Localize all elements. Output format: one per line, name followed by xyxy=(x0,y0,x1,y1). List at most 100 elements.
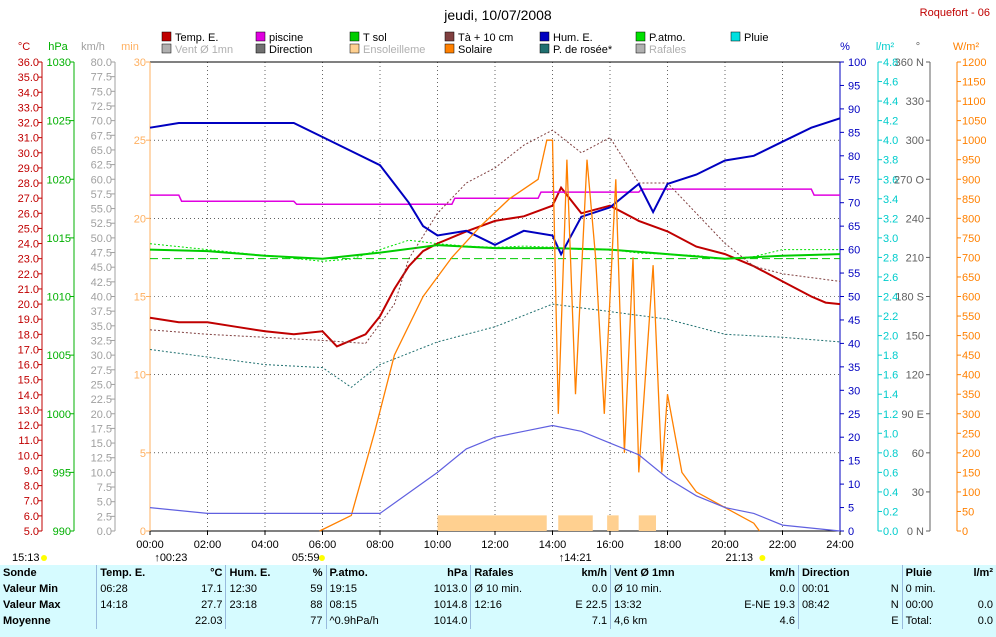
cell: N xyxy=(890,599,899,611)
time-label: 16:00 xyxy=(596,539,624,551)
tick-label-kmh: 35.0 xyxy=(91,321,112,333)
hdr-rafales: Rafales xyxy=(470,565,553,581)
tick-label-pct: 85 xyxy=(848,127,860,139)
hdr-vent: Vent Ø 1mn xyxy=(610,565,712,581)
cell: 4.6 xyxy=(779,615,795,627)
tick-label-lm2: 0.8 xyxy=(883,448,898,460)
tick-label-pct: 75 xyxy=(848,174,860,186)
tick-label-wm2: 300 xyxy=(962,409,980,421)
legend-swatch xyxy=(255,31,266,42)
legend-swatch xyxy=(255,43,266,54)
tick-label-temp: 13.0 xyxy=(18,405,39,417)
tick-label-wm2: 750 xyxy=(962,233,980,245)
tick-label-temp: 33.0 xyxy=(18,102,39,114)
tick-label-pct: 15 xyxy=(848,456,860,468)
tick-label-wm2: 0 xyxy=(962,526,968,538)
legend-label: Pluie xyxy=(744,32,768,44)
row-label: Moyenne xyxy=(3,615,51,627)
tick-label-temp: 35.0 xyxy=(18,72,39,84)
tick-label-deg: 30 xyxy=(912,487,924,499)
tick-label-hpa: 1005 xyxy=(47,350,71,362)
legend-label: Solaire xyxy=(458,44,492,56)
sunrise-label: 05:59 xyxy=(292,552,320,564)
tick-label-lm2: 1.0 xyxy=(883,428,898,440)
tick-label-pct: 60 xyxy=(848,245,860,257)
cell: 59 xyxy=(310,583,323,595)
tick-label-temp: 28.0 xyxy=(18,178,39,190)
sun-marker-label: ↑00:23 xyxy=(154,552,187,564)
cell: N xyxy=(890,583,899,595)
sunshine-bar xyxy=(437,515,547,531)
legend-label: piscine xyxy=(269,32,303,44)
cell: 23:18 xyxy=(225,597,298,613)
cell: 0.0 xyxy=(591,583,608,595)
legend-swatch xyxy=(444,31,455,42)
cell: Ø 10 min. xyxy=(470,581,553,597)
tick-label-wm2: 950 xyxy=(962,155,980,167)
legend-label: P. de rosée* xyxy=(553,44,613,56)
cell: 06:28 xyxy=(96,581,175,597)
tick-label-deg: 240 xyxy=(906,213,924,225)
tick-label-pct: 30 xyxy=(848,385,860,397)
tick-label-wm2: 200 xyxy=(962,448,980,460)
tick-label-kmh: 25.0 xyxy=(91,379,112,391)
tick-label-wm2: 850 xyxy=(962,194,980,206)
tick-label-temp: 20.0 xyxy=(18,299,39,311)
hdr-direction-unit xyxy=(880,565,902,581)
solar-noon-label: ↑14:21 xyxy=(559,552,592,564)
tick-label-kmh: 50.0 xyxy=(91,233,112,245)
tick-label-hpa: 1020 xyxy=(47,174,71,186)
legend-swatch xyxy=(730,31,741,42)
series-line xyxy=(149,303,841,388)
time-label: 22:00 xyxy=(769,539,797,551)
time-label: 10:00 xyxy=(424,539,452,551)
axis-unit-temp: °C xyxy=(18,41,30,53)
tick-label-pct: 20 xyxy=(848,432,860,444)
tick-label-deg: 330 xyxy=(906,96,924,108)
tick-label-deg: 360 N xyxy=(895,57,924,69)
station-name: Roquefort - 06 xyxy=(920,7,990,19)
tick-label-kmh: 62.5 xyxy=(91,160,112,172)
tick-label-kmh: 12.5 xyxy=(91,453,112,465)
axis-unit-pct: % xyxy=(840,41,850,53)
sunshine-bar xyxy=(558,515,593,531)
cell: 1014.0 xyxy=(433,615,468,627)
tick-label-pct: 55 xyxy=(848,268,860,280)
axis-unit-deg: ° xyxy=(916,41,920,53)
tick-label-temp: 26.0 xyxy=(18,208,39,220)
cell xyxy=(797,613,881,629)
tick-label-temp: 32.0 xyxy=(18,118,39,130)
tick-label-temp: 29.0 xyxy=(18,163,39,175)
tick-label-deg: 150 xyxy=(906,331,924,343)
tick-label-hpa: 1000 xyxy=(47,409,71,421)
weather-chart: jeudi, 10/07/2008 Roquefort - 06 Temp. E. p… xyxy=(12,7,990,564)
time-label: 14:00 xyxy=(539,539,567,551)
table-row-min: Valeur Min 06:28 17.1 12:30 59 19:15 101… xyxy=(0,581,996,597)
tick-label-hpa: 1010 xyxy=(47,292,71,304)
tick-label-min: 5 xyxy=(140,448,146,460)
tick-label-wm2: 900 xyxy=(962,174,980,186)
tick-label-kmh: 72.5 xyxy=(91,101,112,113)
tick-label-kmh: 40.0 xyxy=(91,292,112,304)
cell: Ø 10 min. xyxy=(610,581,712,597)
legend-label: P.atmo. xyxy=(649,32,686,44)
cell: 7.1 xyxy=(591,615,608,627)
hdr-direction: Direction xyxy=(797,565,881,581)
cell xyxy=(470,613,553,629)
cell: 88 xyxy=(310,599,323,611)
tick-label-kmh: 7.5 xyxy=(97,482,112,494)
summary-table: Sonde Temp. E. °C Hum. E. % P.atmo. hPa … xyxy=(0,565,996,637)
tick-label-pct: 35 xyxy=(848,362,860,374)
series-line xyxy=(149,244,841,260)
tick-label-hpa: 1025 xyxy=(47,116,71,128)
tick-label-deg: 60 xyxy=(912,448,924,460)
legend-swatch xyxy=(161,31,172,42)
time-label: 04:00 xyxy=(251,539,279,551)
tick-label-lm2: 0.4 xyxy=(883,487,898,499)
hdr-pluie: Pluie xyxy=(901,565,958,581)
tick-label-lm2: 0.0 xyxy=(883,526,898,538)
tick-label-pct: 45 xyxy=(848,315,860,327)
hdr-patm: P.atmo. xyxy=(325,565,411,581)
time-label: 24:00 xyxy=(826,539,854,551)
tick-label-lm2: 2.2 xyxy=(883,311,898,323)
